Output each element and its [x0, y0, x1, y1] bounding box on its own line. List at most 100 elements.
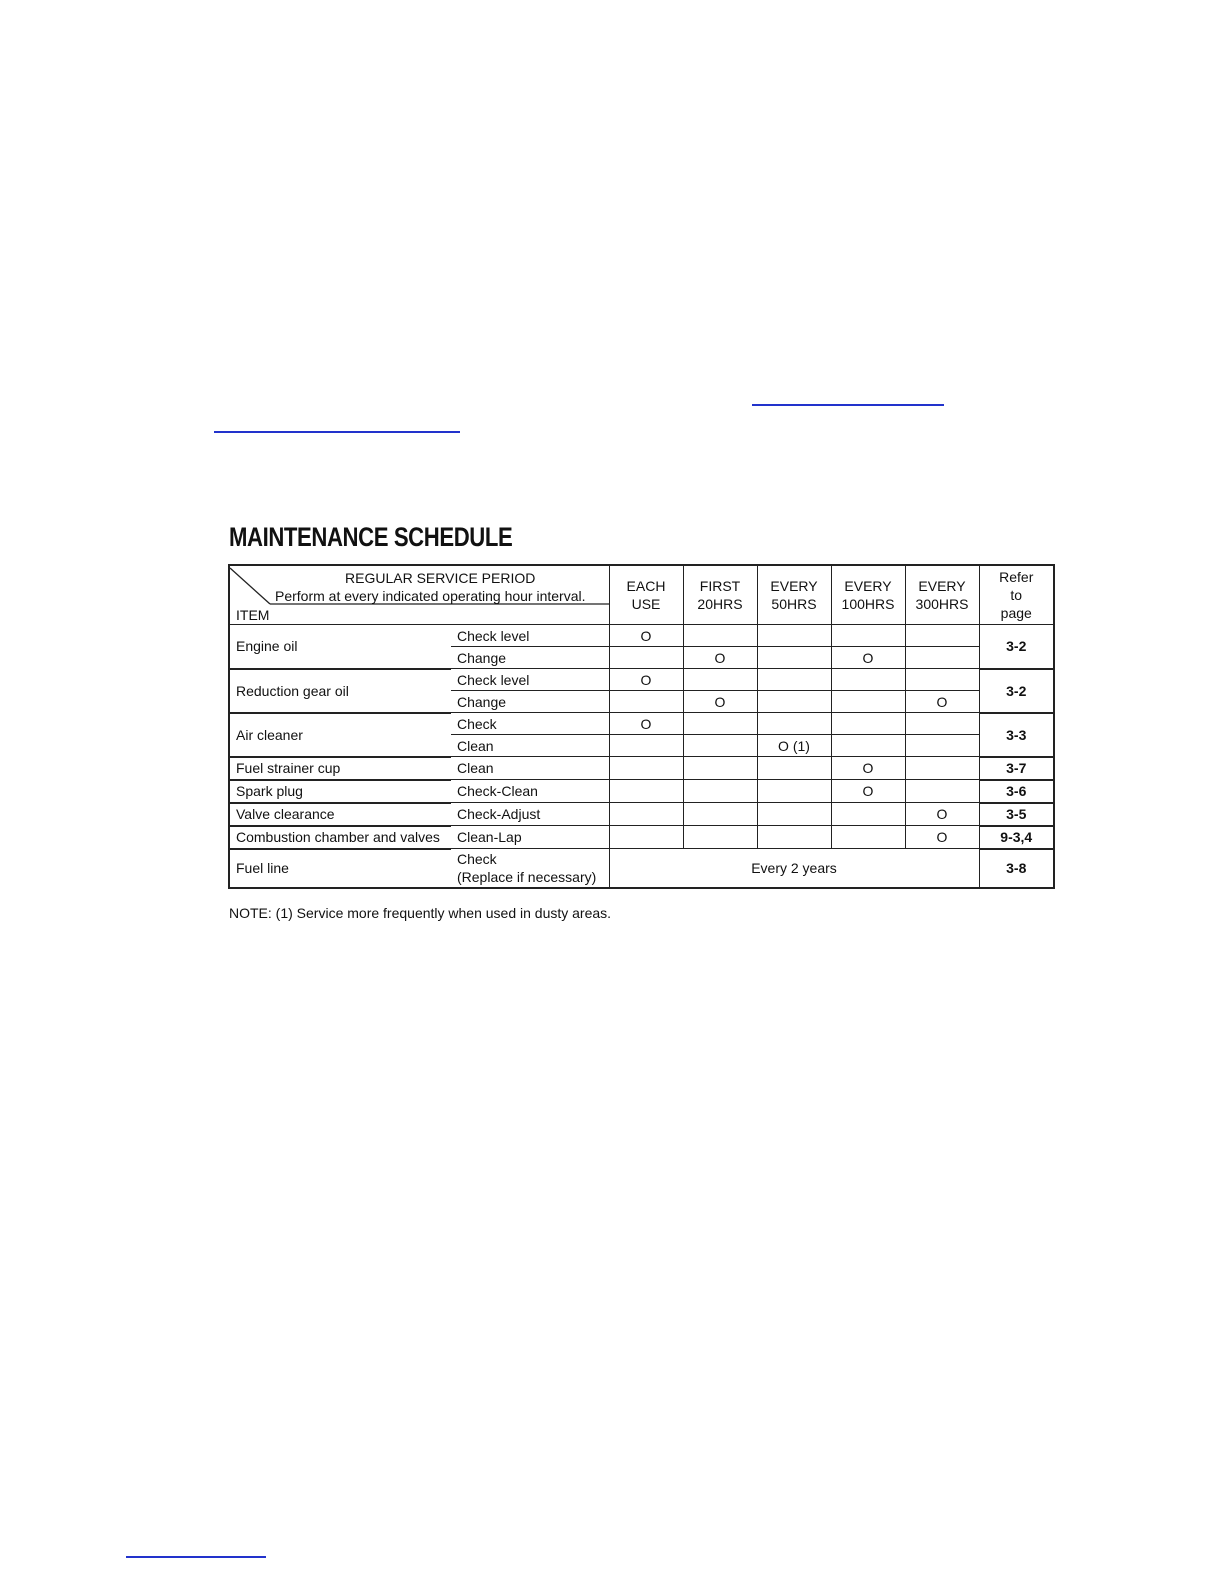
empty-cell: [904, 668, 980, 691]
empty-cell: [608, 646, 684, 669]
refer-page: 3-8: [978, 848, 1055, 889]
empty-cell: [756, 712, 832, 735]
refer-page: 9-3,4: [978, 825, 1055, 850]
empty-cell: [682, 712, 758, 735]
empty-cell: [682, 825, 758, 849]
empty-cell: [608, 690, 684, 713]
service-mark: O: [904, 825, 980, 849]
empty-cell: [830, 802, 906, 826]
link-underline[interactable]: [126, 1556, 266, 1558]
link-underline[interactable]: [752, 404, 944, 406]
refer-page: 3-6: [978, 779, 1055, 804]
empty-cell: [756, 690, 832, 713]
col-each-use: EACH USE: [608, 564, 684, 625]
action: Clean: [451, 756, 610, 780]
empty-cell: [830, 825, 906, 849]
item-name: Engine oil: [228, 624, 451, 670]
item-name: Spark plug: [228, 779, 451, 804]
action: Check-Adjust: [451, 802, 610, 826]
table-row: Clean O (1): [229, 734, 1054, 757]
empty-cell: [756, 668, 832, 691]
service-mark: O: [682, 646, 758, 669]
action: Change: [451, 646, 610, 669]
service-mark: O: [830, 646, 906, 669]
empty-cell: [756, 802, 832, 826]
empty-cell: [830, 734, 906, 757]
action: Clean: [451, 734, 610, 757]
service-mark: O: [830, 756, 906, 780]
table-row: Fuel strainer cup Clean O 3-7: [228, 756, 1055, 781]
action-note: (Replace if necessary): [457, 869, 597, 885]
col-every-50hrs: EVERY 50HRS: [756, 564, 832, 625]
empty-cell: [830, 624, 906, 647]
action: Check: [451, 712, 610, 735]
service-mark: O: [904, 802, 980, 826]
empty-cell: [682, 779, 758, 803]
empty-cell: [682, 756, 758, 780]
action: Check-Clean: [451, 779, 610, 803]
table-row: Air cleaner Check O 3-3: [228, 712, 1055, 758]
interval-text: Every 2 years: [608, 848, 980, 889]
empty-cell: [830, 712, 906, 735]
service-mark: O: [608, 712, 684, 735]
empty-cell: [904, 712, 980, 735]
empty-cell: [756, 779, 832, 803]
refer-page: 3-7: [978, 756, 1055, 781]
item-label: ITEM: [236, 607, 270, 623]
empty-cell: [756, 825, 832, 849]
col-first-20hrs: FIRST 20HRS: [682, 564, 758, 625]
empty-cell: [608, 734, 684, 757]
empty-cell: [608, 825, 684, 849]
table-row: Valve clearance Check-Adjust O 3-5: [228, 802, 1055, 827]
maintenance-table: REGULAR SERVICE PERIOD Perform at every …: [228, 564, 1055, 889]
item-name: Air cleaner: [228, 712, 451, 758]
action: Check level: [451, 668, 610, 691]
refer-page: 3-3: [978, 712, 1055, 758]
empty-cell: [904, 646, 980, 669]
service-mark: O (1): [756, 734, 832, 757]
action-label: Check: [457, 851, 497, 867]
empty-cell: [608, 756, 684, 780]
period-label: REGULAR SERVICE PERIOD: [345, 570, 536, 586]
link-underline[interactable]: [214, 431, 460, 433]
empty-cell: [756, 624, 832, 647]
table-row: Combustion chamber and valves Clean-Lap O 9…: [228, 825, 1055, 850]
col-every-300hrs: EVERY 300HRS: [904, 564, 980, 625]
item-name: Valve clearance: [228, 802, 451, 827]
empty-cell: [830, 668, 906, 691]
empty-cell: [830, 690, 906, 713]
action: Check level: [451, 624, 610, 647]
item-name: Combustion chamber and valves: [228, 825, 451, 850]
empty-cell: [756, 756, 832, 780]
refer-page: 3-2: [978, 624, 1055, 670]
instruction-label: Perform at every indicated operating hou…: [275, 588, 586, 604]
footnote: NOTE: (1) Service more frequently when u…: [229, 905, 612, 921]
service-mark: O: [904, 690, 980, 713]
empty-cell: [904, 624, 980, 647]
refer-page: 3-5: [978, 802, 1055, 827]
table-row: Reduction gear oil Check level O 3-2: [228, 668, 1055, 714]
service-mark: O: [830, 779, 906, 803]
table-row: Spark plug Check-Clean O 3-6: [228, 779, 1055, 804]
action: Change: [451, 690, 610, 713]
empty-cell: [904, 756, 980, 780]
page-title: MAINTENANCE SCHEDULE: [229, 522, 513, 552]
header-corner-cell: REGULAR SERVICE PERIOD Perform at every …: [228, 564, 610, 625]
table-row: Fuel line Check (Replace if necessary) Ever…: [228, 848, 1055, 889]
empty-cell: [682, 802, 758, 826]
empty-cell: [904, 779, 980, 803]
empty-cell: [608, 802, 684, 826]
refer-page: 3-2: [978, 668, 1055, 714]
diagonal-line: [230, 567, 610, 605]
item-name: Fuel strainer cup: [228, 756, 451, 781]
empty-cell: [904, 734, 980, 757]
empty-cell: [608, 779, 684, 803]
item-name: Fuel line: [228, 848, 451, 889]
service-mark: O: [608, 668, 684, 691]
empty-cell: [756, 646, 832, 669]
service-mark: O: [608, 624, 684, 647]
item-name: Reduction gear oil: [228, 668, 451, 714]
service-mark: O: [682, 690, 758, 713]
col-refer-page: Refer to page: [978, 564, 1055, 625]
empty-cell: [682, 734, 758, 757]
